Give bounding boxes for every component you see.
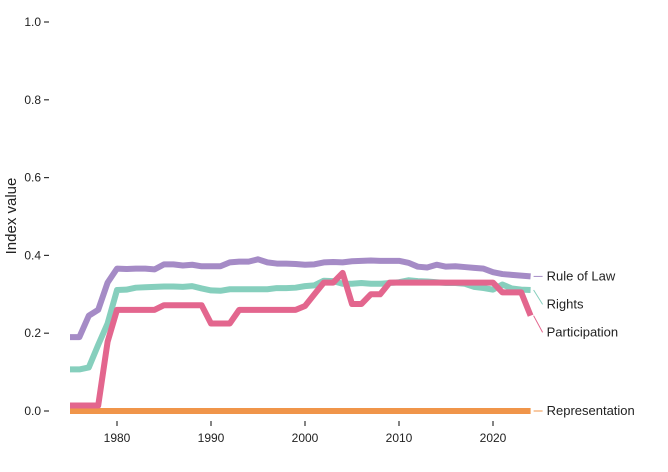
- series-line-rule-of-law: [70, 256, 531, 341]
- series-label-rights: Rights: [547, 296, 584, 311]
- x-tick-label: 1980: [104, 431, 131, 445]
- y-tick-label: 0.4: [24, 248, 41, 262]
- series-lines: [70, 256, 534, 414]
- label-leader-rights: [533, 289, 544, 305]
- x-tick-label: 2000: [292, 431, 319, 445]
- y-tick-label: 0.8: [24, 93, 41, 107]
- series-line-participation: [70, 269, 534, 409]
- x-tick-label: 1990: [198, 431, 225, 445]
- series-line-rights: [70, 277, 531, 373]
- x-tick-label: 2020: [480, 431, 507, 445]
- y-tick-label: 0.2: [24, 326, 41, 340]
- series-label-representation: Representation: [547, 403, 635, 418]
- series-label-participation: Participation: [547, 324, 619, 339]
- y-tick-label: 0.6: [24, 171, 41, 185]
- y-axis: 0.0 0.2 0.4 0.6 0.8 1.0: [24, 15, 49, 418]
- label-leader-participation: [533, 315, 544, 333]
- series-label-rule-of-law: Rule of Law: [547, 268, 616, 283]
- y-tick-label: 1.0: [24, 15, 41, 29]
- x-tick-label: 2010: [386, 431, 413, 445]
- y-axis-title: Index value: [3, 178, 20, 255]
- x-axis: 1980 1990 2000 2010 2020: [104, 421, 507, 445]
- y-tick-label: 0.0: [24, 404, 41, 418]
- series-labels: Rule of Law Rights Participation Representa…: [533, 268, 635, 418]
